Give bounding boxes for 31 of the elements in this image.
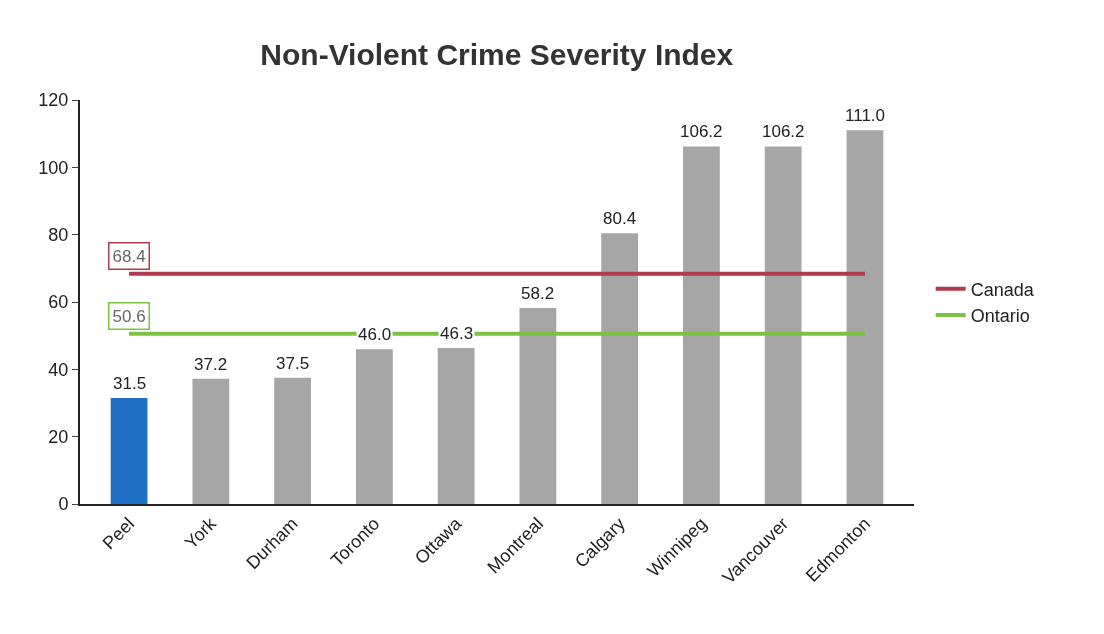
y-tick-label: 80 [48,224,69,245]
data-label: 106.2 [762,122,805,141]
y-tick-label: 120 [38,90,69,111]
bar [110,397,148,504]
y-tick-label: 100 [38,157,69,178]
legend-label: Canada [970,279,1035,300]
bar [846,130,884,504]
bar [437,348,475,504]
y-tick-label: 40 [48,359,69,380]
y-tick-label: 20 [48,426,69,447]
y-tick-label: 0 [58,494,69,515]
bar [519,308,557,504]
bar [683,146,720,504]
data-label: 50.6 [112,306,146,326]
data-label: 58.2 [521,284,555,303]
data-label: 68.4 [112,246,146,266]
data-label: 106.2 [680,122,723,141]
data-label: 37.5 [276,354,310,373]
chart-title: Non-Violent Crime Severity Index [260,38,734,72]
bar [192,378,230,504]
data-label: 37.2 [194,355,228,374]
bar [355,349,393,504]
data-label: 111.0 [845,106,886,125]
y-tick-label: 60 [48,292,69,313]
x-tick-label: York [180,512,221,553]
data-label: 80.4 [603,209,637,228]
legend-label: Ontario [970,306,1030,327]
bar [274,377,311,504]
data-label: 31.5 [113,374,147,393]
bar [764,146,802,504]
bar [601,233,639,504]
